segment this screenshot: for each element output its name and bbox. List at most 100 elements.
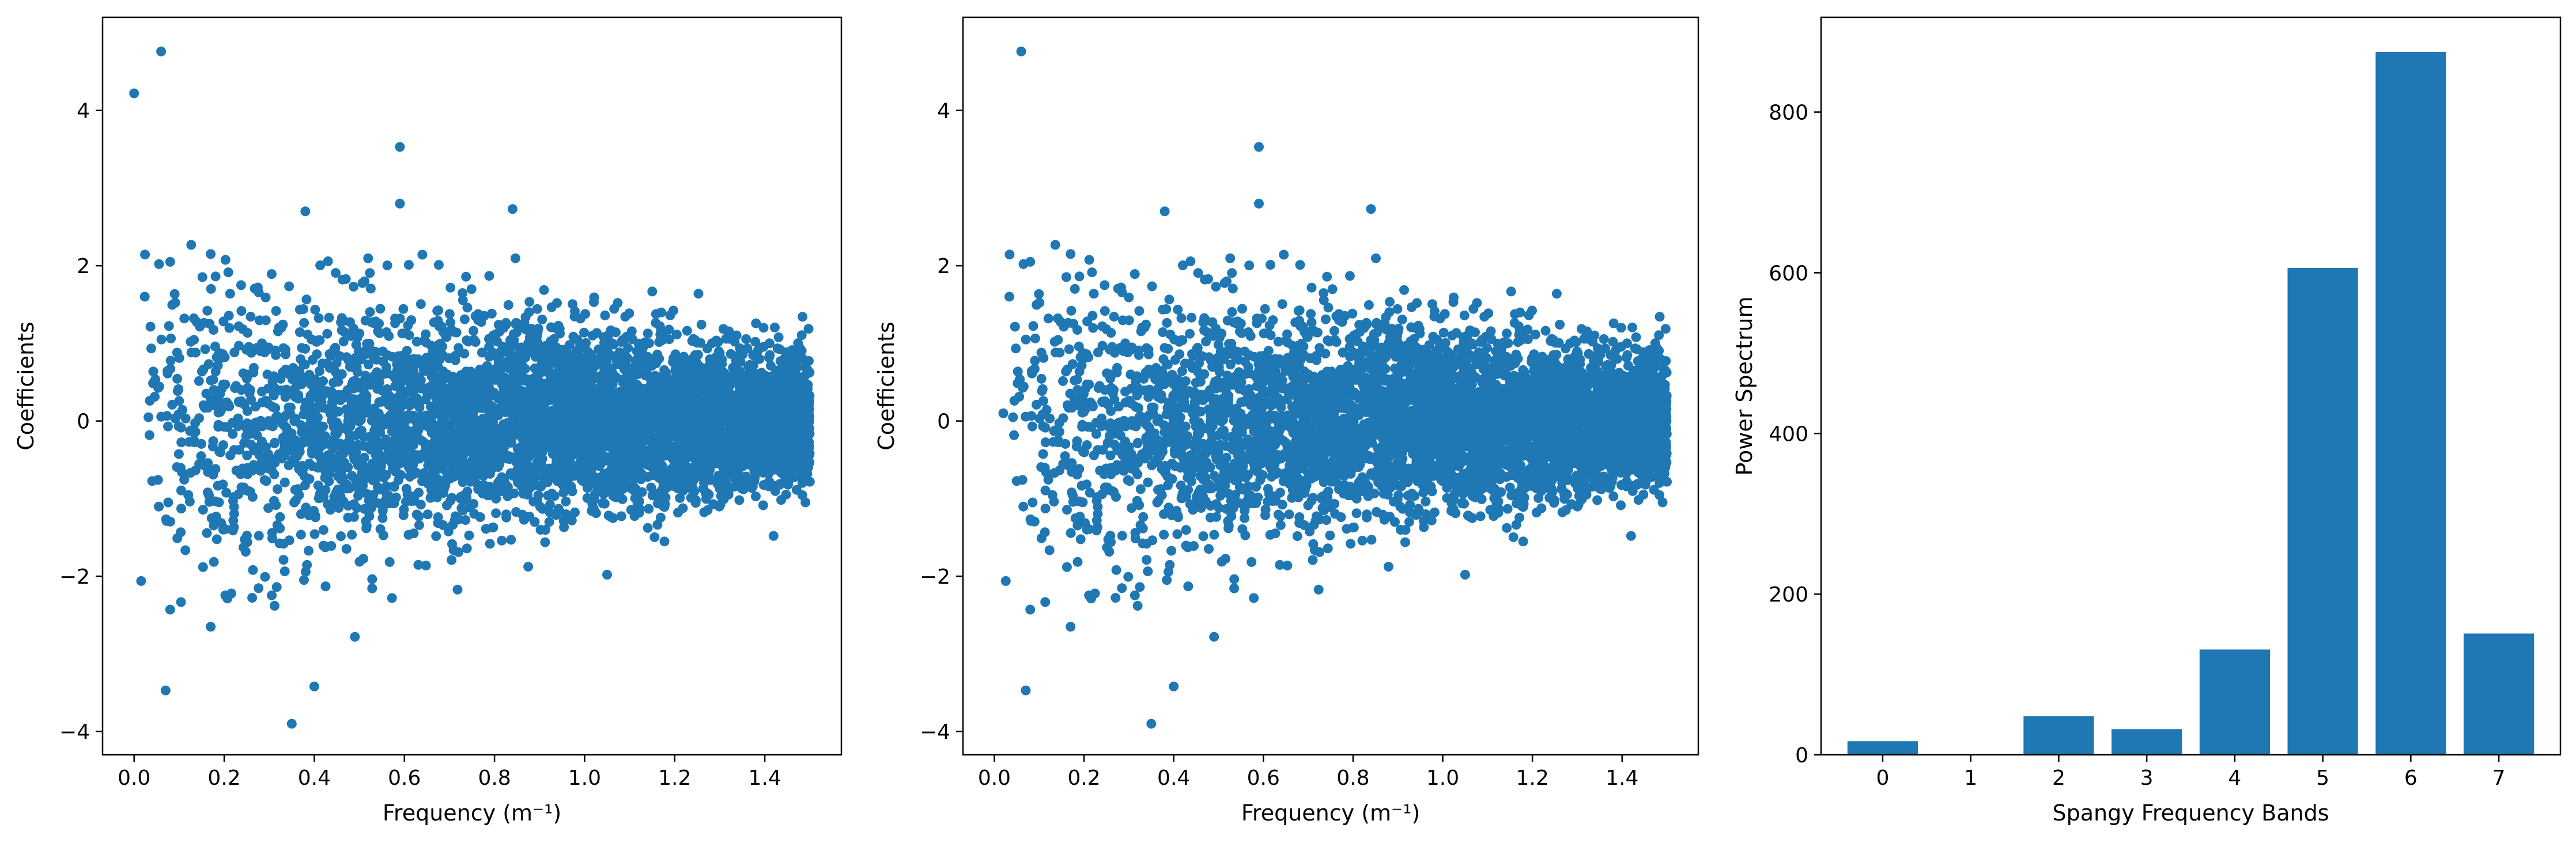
scatter-point	[564, 472, 574, 482]
scatter-point	[318, 540, 328, 551]
scatter-point	[254, 583, 264, 593]
scatter-point	[795, 404, 806, 415]
scatter-point	[704, 361, 714, 371]
scatter-point	[260, 396, 271, 407]
scatter-point	[592, 328, 602, 338]
scatter-point	[452, 584, 463, 595]
scatter-point	[289, 416, 300, 426]
scatter-point	[294, 304, 305, 315]
scatter-point	[284, 369, 294, 379]
scatter-point	[349, 282, 359, 292]
scatter-point	[180, 413, 191, 423]
scatter-point	[255, 441, 265, 452]
scatter-point	[644, 338, 654, 349]
scatter-point	[637, 421, 648, 431]
scatter-point	[803, 365, 813, 375]
scatter-point	[747, 483, 757, 493]
scatter-point	[302, 559, 312, 570]
scatter-point	[173, 449, 184, 459]
scatter-point	[367, 574, 377, 584]
scatter-point	[328, 453, 339, 464]
scatter-point	[469, 433, 479, 443]
scatter-point	[456, 494, 466, 504]
scatter-point	[614, 481, 624, 491]
scatter-point	[267, 465, 277, 475]
scatter-point	[228, 429, 238, 439]
scatter-point	[271, 582, 282, 592]
scatter-point	[544, 517, 554, 527]
scatter-point	[260, 572, 270, 582]
scatter-point	[463, 336, 474, 347]
scatter-point	[647, 286, 658, 297]
scatter-point	[273, 484, 282, 494]
scatter-point	[589, 362, 599, 372]
scatter-point	[586, 493, 596, 504]
scatter-point	[164, 321, 174, 331]
scatter-point	[241, 345, 252, 355]
scatter-point	[145, 322, 156, 332]
scatter-point	[751, 318, 761, 328]
scatter-point	[603, 342, 613, 353]
scatter-point	[309, 506, 319, 516]
scatter-point	[800, 475, 810, 485]
scatter-point	[491, 369, 501, 380]
scatter-point	[564, 416, 574, 426]
scatter-point	[598, 498, 608, 509]
scatter-point	[469, 509, 479, 519]
scatter-point	[644, 504, 654, 514]
scatter-point	[186, 347, 197, 358]
scatter-point	[783, 449, 793, 459]
scatter-point	[345, 393, 355, 403]
scatter-point	[390, 313, 401, 324]
scatter-point	[335, 351, 345, 361]
scatter-point	[758, 323, 769, 333]
scatter-point	[715, 500, 726, 510]
scatter-point	[458, 477, 468, 487]
scatter-point	[365, 268, 375, 278]
scatter-point	[242, 406, 252, 416]
scatter-point	[389, 482, 399, 492]
scatter-point	[333, 370, 343, 380]
scatter-point	[144, 430, 154, 440]
scatter-point	[367, 583, 377, 593]
scatter-point	[750, 336, 761, 347]
scatter-point	[444, 353, 454, 364]
scatter-point	[156, 334, 167, 345]
scatter-point	[318, 376, 328, 386]
scatter-point	[296, 530, 306, 540]
scatter-point	[279, 477, 290, 487]
scatter-point	[433, 361, 443, 372]
scatter-point	[299, 575, 309, 585]
scatter-point	[241, 373, 252, 384]
scatter-point	[699, 507, 709, 517]
scatter-point	[387, 593, 397, 603]
scatter-point	[349, 512, 359, 522]
scatter-point	[505, 335, 515, 345]
scatter-point	[479, 427, 489, 437]
scatter-point	[403, 530, 414, 540]
scatter-point	[730, 336, 740, 347]
scatter-point	[607, 368, 618, 379]
scatter-point	[363, 360, 373, 370]
scatter-point	[301, 294, 312, 305]
scatter-point	[245, 439, 256, 449]
scatter-point	[466, 391, 477, 402]
scatter-point	[378, 502, 388, 512]
scatter-point	[530, 517, 540, 527]
scatter-point	[145, 396, 155, 406]
scatter-point	[313, 313, 324, 323]
scatter-point	[623, 343, 633, 353]
scatter-point	[197, 366, 207, 377]
scatter-point	[536, 430, 546, 440]
scatter-point	[558, 375, 568, 385]
scatter-point	[284, 281, 294, 292]
scatter-point	[532, 343, 542, 353]
scatter-point	[399, 504, 409, 515]
scatter-point	[604, 474, 614, 485]
scatter-point	[461, 271, 471, 282]
scatter-point	[506, 535, 516, 545]
scatter-point	[482, 361, 492, 371]
scatter-point	[269, 600, 279, 611]
scatter-point	[543, 408, 553, 418]
